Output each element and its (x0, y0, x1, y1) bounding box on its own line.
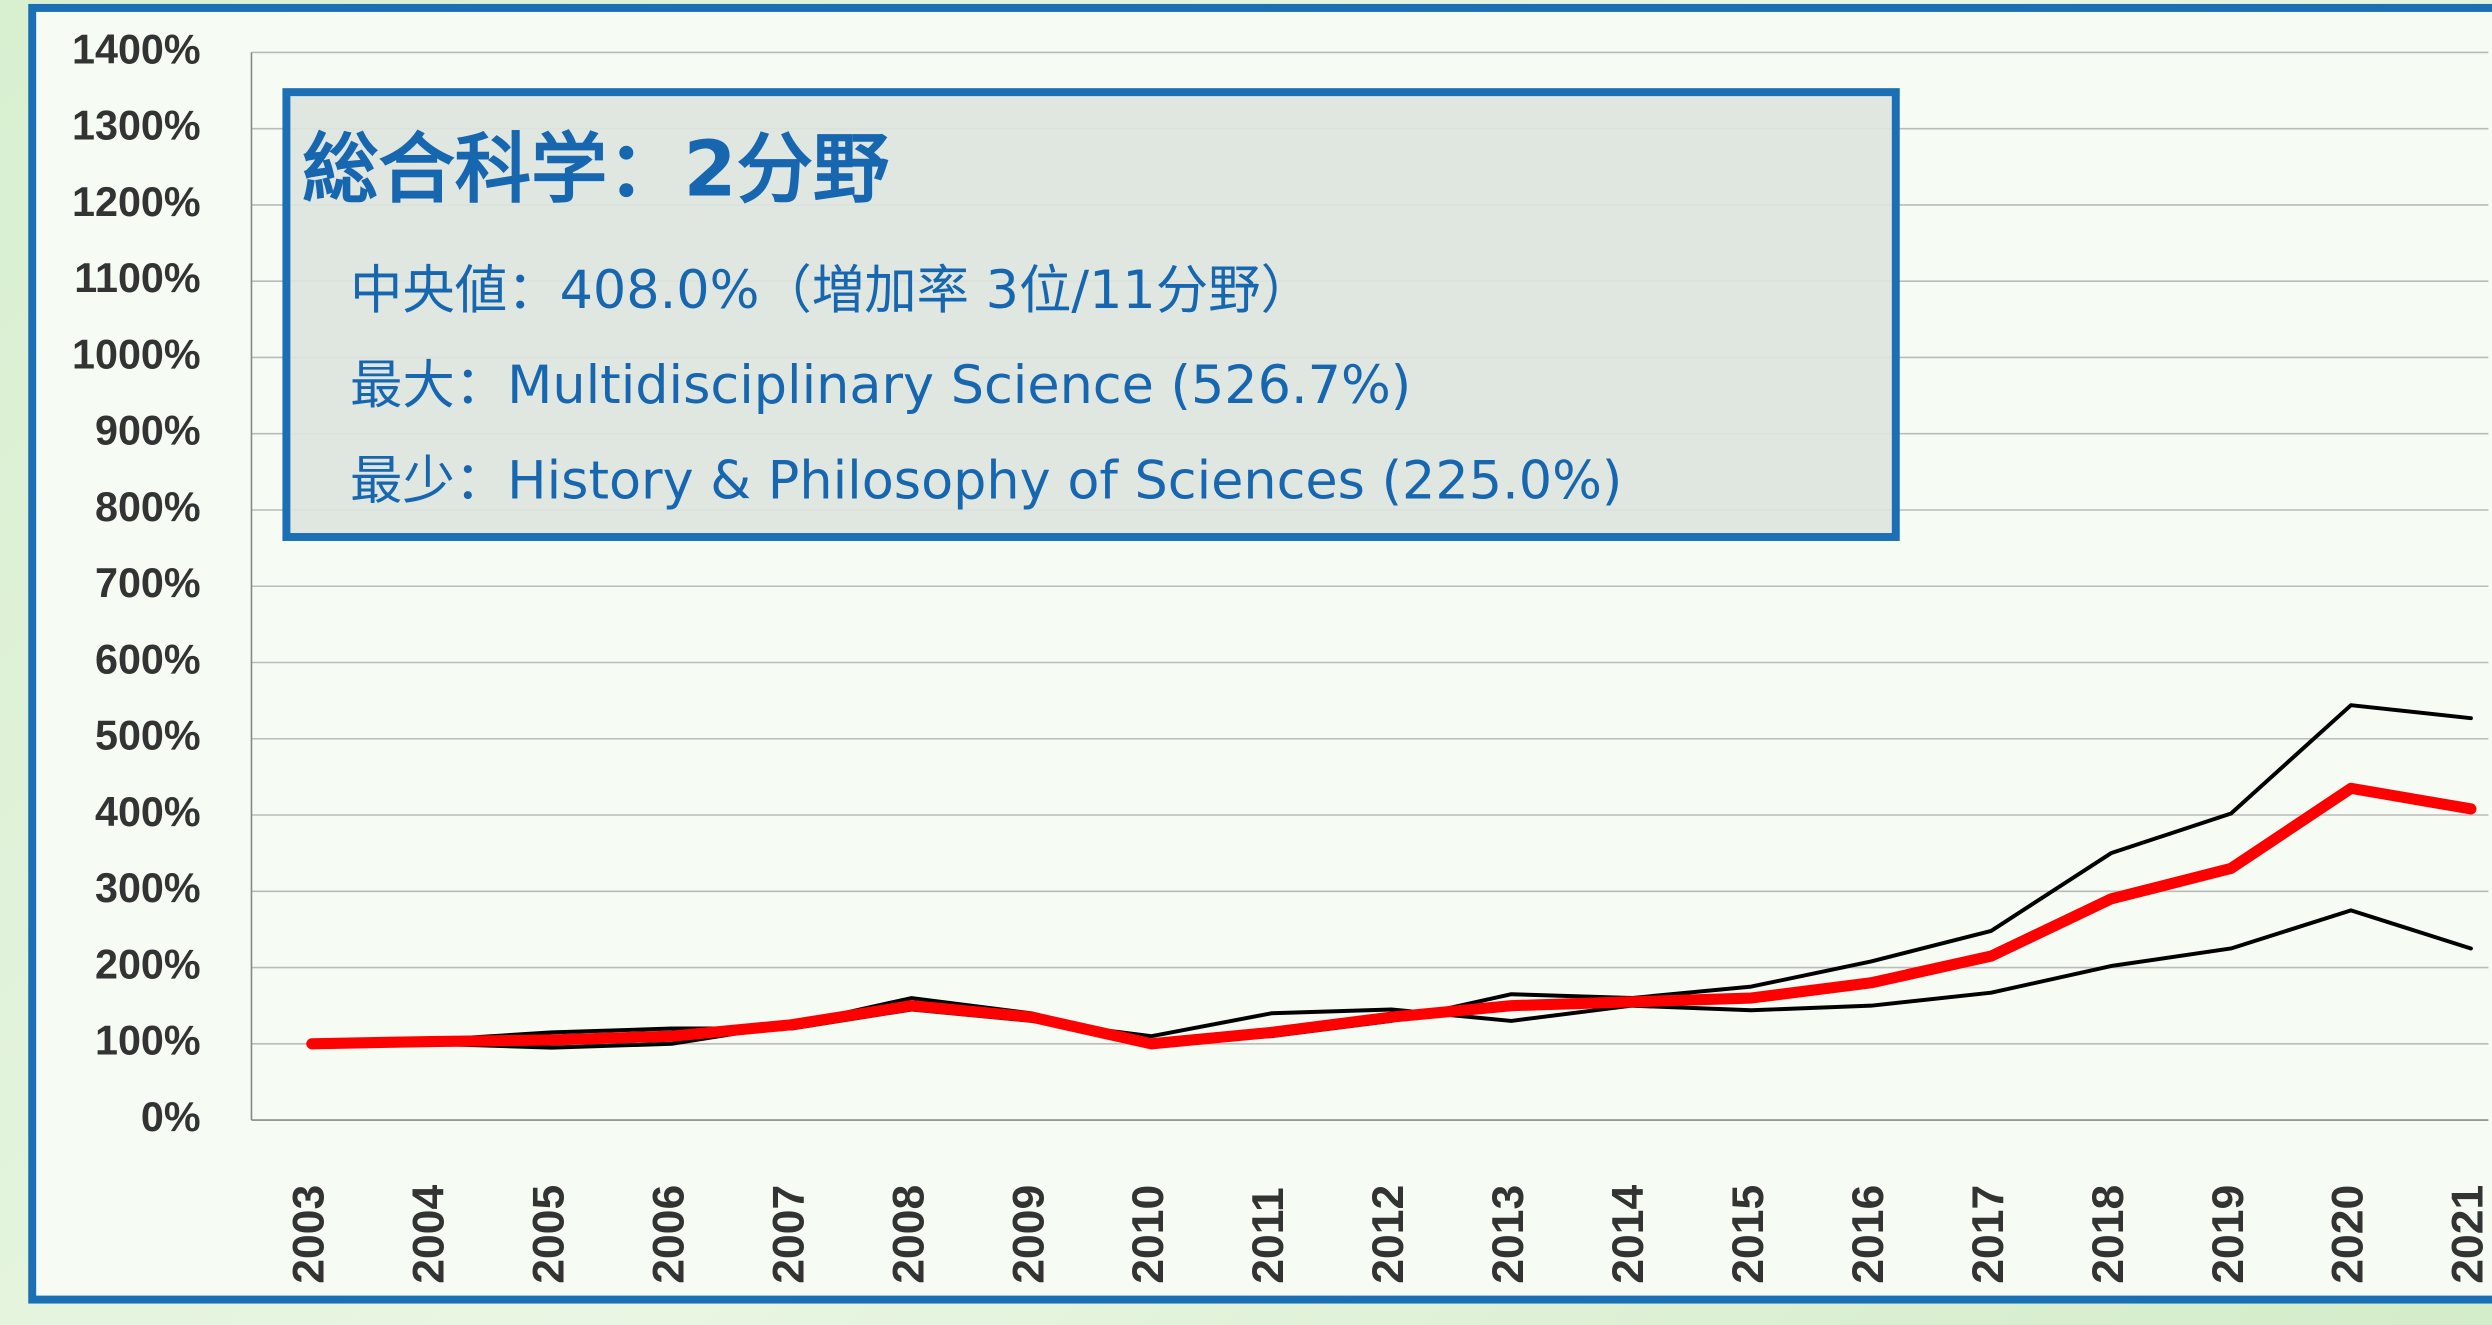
annotation-title: 総合科学：2分野 (302, 125, 889, 214)
series-line (309, 908, 2473, 1046)
x-tick-label: 2018 (2084, 1185, 2133, 1284)
x-tick-label: 2021 (2444, 1185, 2492, 1284)
x-tick-label: 2012 (1364, 1185, 1413, 1284)
annotation-line: 最少：History & Philosophy of Sciences (225… (350, 451, 1622, 512)
annotation-frame (282, 88, 1900, 541)
x-tick-label: 2016 (1844, 1185, 1893, 1284)
y-tick-label: 1200% (72, 179, 201, 225)
plot-area: 0% 100% 200% 300% 400% 500% 600% 700% 800% 900% 10… (72, 26, 2492, 1283)
x-tick-label: 2006 (644, 1185, 693, 1284)
series-line (306, 782, 2477, 1050)
y-tick-label: 800% (95, 484, 201, 530)
x-tick-label: 2017 (1964, 1185, 2013, 1284)
x-tick-label: 2020 (2324, 1185, 2373, 1284)
y-tick-label: 1300% (72, 103, 201, 149)
x-tick-label: 2008 (884, 1185, 933, 1284)
annotation-box: 総合科学：2分野 中央値：408.0%（増加率 3位/11分野） 最大：Mult… (282, 88, 1900, 541)
y-tick-label: 600% (95, 636, 201, 682)
x-tick-label: 2009 (1004, 1185, 1053, 1284)
x-tick-label: 2007 (764, 1185, 813, 1284)
y-tick-label: 700% (95, 560, 201, 606)
x-tick-label: 2005 (524, 1185, 573, 1284)
x-tick-label: 2019 (2204, 1185, 2253, 1284)
y-tick-label: 1100% (74, 255, 200, 301)
x-tick-label: 2011 (1244, 1187, 1293, 1283)
y-tick-label: 900% (95, 408, 201, 454)
y-tick-label: 500% (95, 713, 201, 759)
x-tick-label: 2010 (1124, 1185, 1173, 1284)
x-tick-label: 2004 (405, 1184, 454, 1283)
x-tick-label: 2015 (1724, 1185, 1773, 1284)
y-tick-label: 0% (141, 1094, 201, 1140)
y-tick-label: 100% (95, 1018, 201, 1064)
annotation-line: 最大：Multidisciplinary Science (526.7%) (350, 355, 1411, 416)
y-tick-label: 400% (95, 789, 201, 835)
annotation-line: 中央値：408.0%（増加率 3位/11分野） (350, 260, 1313, 321)
y-tick-label: 200% (95, 941, 201, 987)
y-tick-label: 1000% (72, 331, 201, 377)
x-tick-label: 2003 (285, 1185, 334, 1284)
x-tick-label: 2014 (1604, 1184, 1653, 1283)
y-tick-label: 1400% (72, 26, 201, 72)
y-tick-label: 300% (95, 865, 201, 911)
x-tick-label: 2013 (1484, 1185, 1533, 1284)
